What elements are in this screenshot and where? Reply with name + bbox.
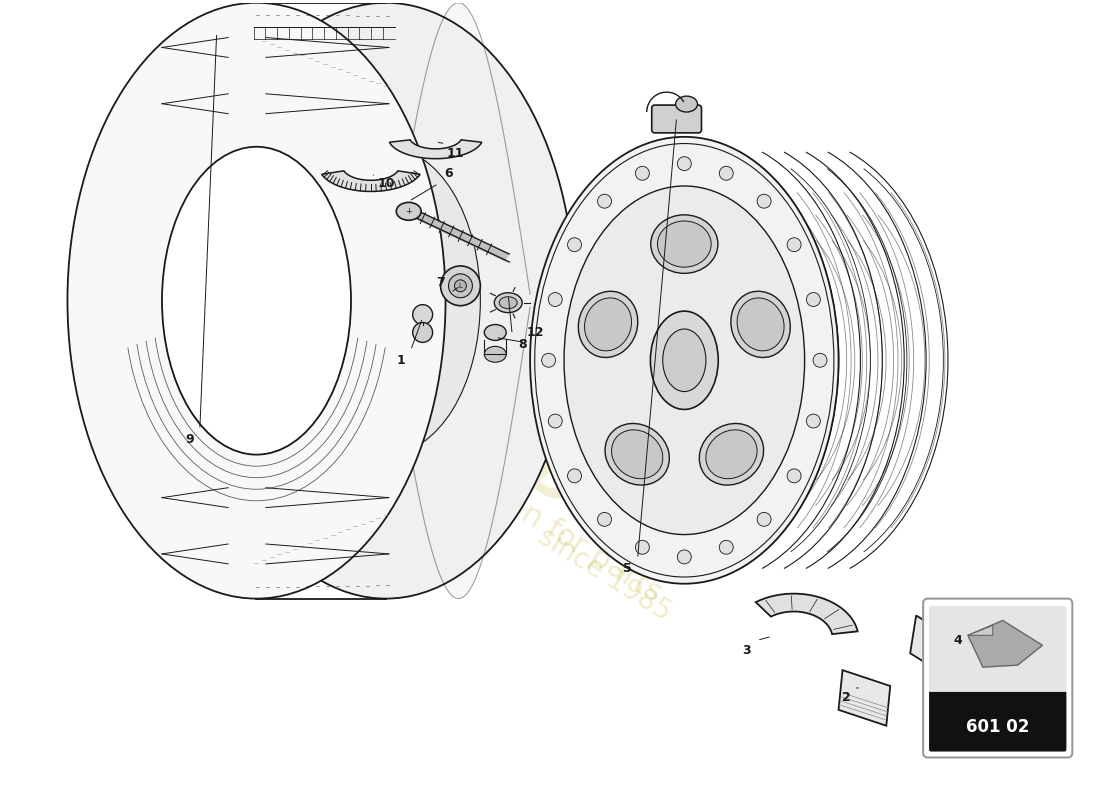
Ellipse shape [484,325,506,341]
Circle shape [412,305,432,325]
Circle shape [597,194,612,208]
Ellipse shape [700,423,763,485]
Circle shape [548,414,562,428]
Ellipse shape [494,293,522,313]
Circle shape [678,157,691,170]
Ellipse shape [484,346,506,362]
Circle shape [757,194,771,208]
Circle shape [441,266,481,306]
Ellipse shape [530,137,838,584]
Text: 1: 1 [396,354,405,366]
Text: 12: 12 [526,326,543,339]
Ellipse shape [564,186,804,534]
Circle shape [757,512,771,526]
Ellipse shape [67,2,446,598]
Polygon shape [968,621,1043,667]
Polygon shape [386,2,530,598]
Text: 3: 3 [742,644,751,657]
Circle shape [454,280,466,292]
Ellipse shape [197,2,575,598]
Circle shape [678,550,691,564]
Text: since 1985: since 1985 [534,522,676,627]
Text: 10: 10 [377,177,395,190]
Text: L: L [459,282,462,289]
Ellipse shape [579,291,638,358]
Text: 8: 8 [518,338,527,351]
Circle shape [813,354,827,367]
FancyBboxPatch shape [930,606,1066,692]
Ellipse shape [706,430,757,478]
Circle shape [597,512,612,526]
Polygon shape [321,171,420,191]
Polygon shape [389,140,482,158]
Text: 7: 7 [437,276,444,290]
Text: +: + [405,207,412,216]
Ellipse shape [499,297,517,309]
Circle shape [548,293,562,306]
FancyBboxPatch shape [651,105,702,133]
Ellipse shape [658,221,712,267]
Ellipse shape [662,329,706,391]
Polygon shape [968,626,993,635]
Text: LAMBOS: LAMBOS [365,344,692,583]
Circle shape [541,354,556,367]
Circle shape [636,166,649,180]
Circle shape [806,293,821,306]
Ellipse shape [737,298,784,351]
Text: 4: 4 [954,634,962,647]
Text: 2: 2 [843,691,851,705]
Text: passion for parts: passion for parts [433,447,667,607]
Circle shape [806,414,821,428]
Circle shape [412,322,432,342]
FancyBboxPatch shape [930,691,1066,751]
Circle shape [568,469,582,483]
Ellipse shape [612,430,663,478]
Ellipse shape [292,146,481,454]
Circle shape [636,540,649,554]
Text: 5: 5 [624,562,632,575]
Ellipse shape [605,423,669,485]
Ellipse shape [396,202,421,220]
Polygon shape [910,615,956,678]
Circle shape [788,469,801,483]
Polygon shape [756,594,858,634]
Circle shape [449,274,472,298]
Ellipse shape [651,215,718,274]
Text: 11: 11 [447,147,464,160]
Circle shape [719,166,734,180]
Circle shape [719,540,734,554]
Ellipse shape [675,96,697,112]
FancyBboxPatch shape [923,598,1072,758]
Text: 9: 9 [186,434,194,446]
Ellipse shape [650,311,718,410]
Polygon shape [838,670,890,726]
Ellipse shape [162,146,351,454]
Ellipse shape [584,298,631,351]
Circle shape [788,238,801,252]
Ellipse shape [730,291,790,358]
Circle shape [568,238,582,252]
Text: 601 02: 601 02 [966,718,1030,736]
Text: 6: 6 [444,167,453,180]
